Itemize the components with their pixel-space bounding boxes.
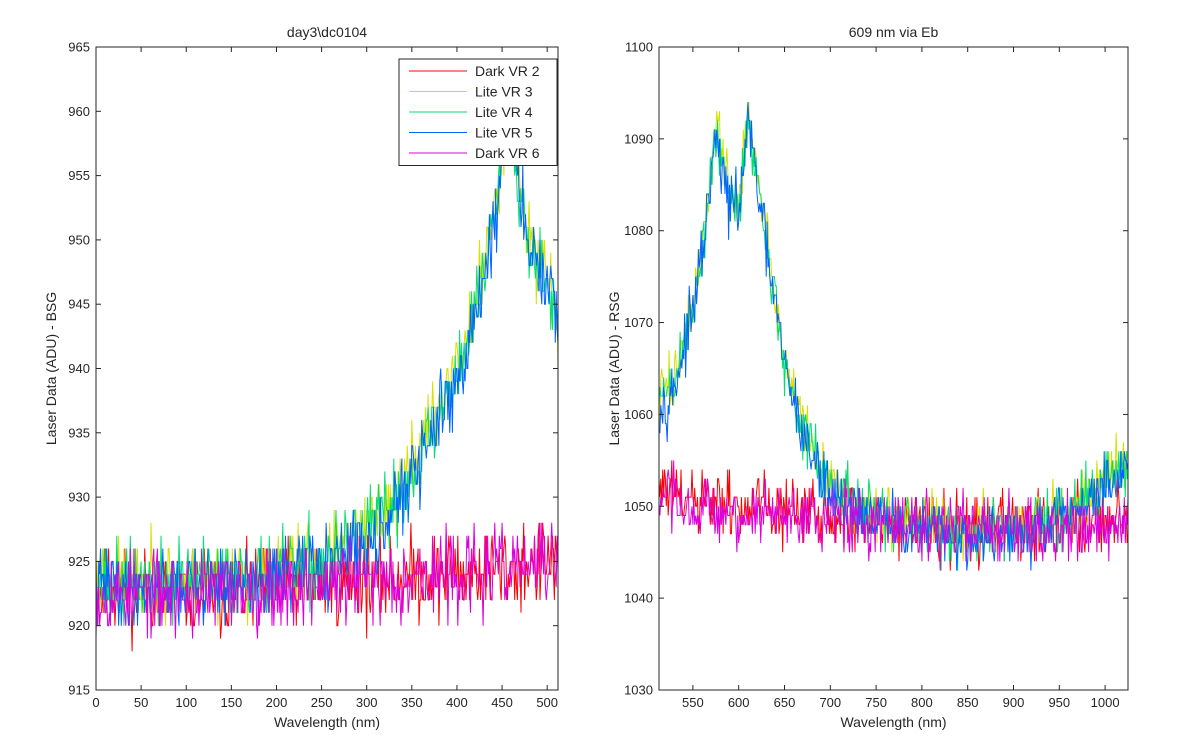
y-tick-label: 965 — [68, 40, 90, 55]
y-tick-label: 940 — [68, 361, 90, 376]
y-tick-label: 950 — [68, 232, 90, 247]
x-tick-label: 0 — [92, 695, 99, 710]
x-tick-label: 100 — [175, 695, 197, 710]
chart-title: day3\dc0104 — [287, 24, 367, 40]
series-line-dark-vr-6 — [659, 460, 1128, 571]
x-tick-label: 1000 — [1091, 695, 1120, 710]
x-tick-label: 600 — [728, 695, 750, 710]
y-tick-label: 1080 — [624, 223, 653, 238]
series-group — [96, 98, 558, 652]
y-tick-label: 930 — [68, 490, 90, 505]
x-tick-label: 850 — [957, 695, 979, 710]
x-axis-label: Wavelength (nm) — [274, 714, 380, 730]
y-tick-label: 925 — [68, 554, 90, 569]
x-tick-label: 150 — [221, 695, 243, 710]
legend: Dark VR 2 Lite VR 3 Lite VR 4 Lite VR 5 Dark… — [398, 58, 558, 166]
y-axis-label: Laser Data (ADU) - BSG — [43, 292, 59, 445]
x-tick-label: 50 — [134, 695, 148, 710]
x-tick-label: 550 — [682, 695, 704, 710]
y-tick-label: 920 — [68, 618, 90, 633]
x-tick-label: 750 — [865, 695, 887, 710]
legend-entry-label: Lite VR 4 — [475, 104, 533, 120]
axes-frame — [658, 46, 1129, 691]
y-tick-label: 1060 — [624, 407, 653, 422]
y-tick-label: 935 — [68, 425, 90, 440]
series-group — [659, 102, 1128, 571]
x-tick-label: 250 — [311, 695, 333, 710]
x-tick-label: 400 — [446, 695, 468, 710]
y-tick-label: 915 — [68, 683, 90, 698]
legend-entry-label: Lite VR 5 — [475, 125, 533, 141]
x-tick-label: 350 — [401, 695, 423, 710]
y-tick-label: 1040 — [624, 591, 653, 606]
y-tick-label: 955 — [68, 168, 90, 183]
legend-entry-label: Lite VR 3 — [475, 84, 533, 100]
x-tick-label: 200 — [266, 695, 288, 710]
y-axis-label: Laser Data (ADU) - RSG — [606, 291, 622, 445]
x-tick-label: 950 — [1048, 695, 1070, 710]
legend-entry-label: Dark VR 6 — [475, 145, 540, 161]
series-line-dark-vr-6 — [96, 522, 558, 639]
y-tick-label: 945 — [68, 297, 90, 312]
x-tick-label: 700 — [819, 695, 841, 710]
x-tick-label: 900 — [1003, 695, 1025, 710]
x-axis-label: Wavelength (nm) — [840, 714, 946, 730]
legend-entry-label: Dark VR 2 — [475, 63, 540, 79]
y-tick-label: 1070 — [624, 315, 653, 330]
y-tick-label: 1090 — [624, 131, 653, 146]
x-tick-label: 450 — [491, 695, 513, 710]
x-tick-label: 500 — [536, 695, 558, 710]
x-tick-label: 800 — [911, 695, 933, 710]
y-tick-label: 960 — [68, 104, 90, 119]
y-tick-label: 1030 — [624, 683, 653, 698]
x-tick-label: 300 — [356, 695, 378, 710]
y-tick-label: 1100 — [625, 40, 653, 55]
y-tick-label: 1050 — [624, 499, 653, 514]
right-chart: 550 600 650 700 750 800 850 900 950 1000 1030 1040 1… — [606, 24, 1129, 730]
x-tick-label: 650 — [774, 695, 796, 710]
chart-title: 609 nm via Eb — [849, 24, 939, 40]
left-chart: 0 50 100 150 200 250 300 350 400 450 500 915 920 925 9… — [43, 24, 559, 730]
plot-area — [659, 47, 1128, 690]
